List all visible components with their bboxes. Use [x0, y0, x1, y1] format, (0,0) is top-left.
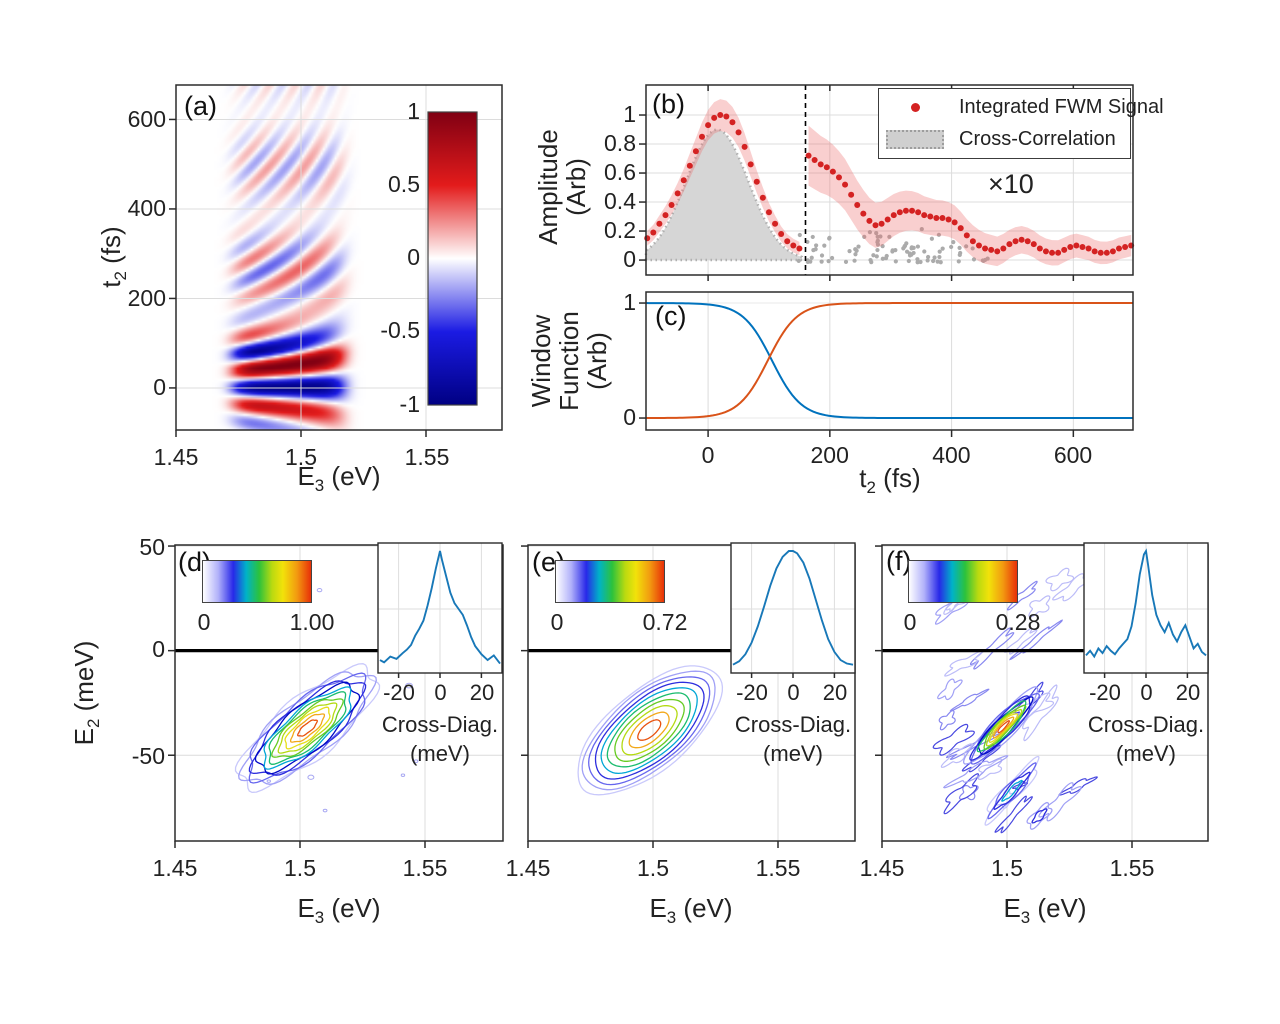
panel-f-colorbar — [908, 560, 1018, 603]
panel-a-label: (a) — [184, 91, 217, 121]
panel-c-yaxis-title: Window Function (Arb) — [526, 311, 612, 411]
tick-label: 400 — [932, 442, 971, 468]
tick-label: 0 — [197, 609, 211, 635]
tick-label: 0.4 — [604, 187, 636, 214]
tick-label: 20 — [1175, 680, 1201, 705]
tick-label: 0 — [1140, 680, 1153, 705]
panel-d-inset-caption-unit: (meV) — [410, 741, 470, 766]
tick-label: 0.28 — [995, 609, 1041, 635]
tick-label: 1.45 — [859, 855, 905, 881]
tick-label: 50 — [139, 533, 165, 560]
panel-c-label: (c) — [655, 301, 687, 331]
legend-item-cc: Cross-Correlation — [879, 124, 1130, 155]
tick-label: 1.5 — [285, 444, 317, 470]
legend: Integrated FWM Signal Cross-Correlation — [878, 88, 1164, 159]
tick-label: 1.55 — [404, 444, 450, 470]
legend-item-label: Integrated FWM Signal — [959, 96, 1164, 118]
tick-label: 600 — [127, 105, 166, 132]
tick-label: 0 — [903, 609, 917, 635]
tick-label: 200 — [810, 442, 849, 468]
tick-label: 0 — [434, 680, 447, 705]
tick-label: 1.45 — [152, 855, 198, 881]
tick-label: 0 — [550, 609, 564, 635]
tick-label: 1.5 — [637, 855, 669, 881]
panel-d-colorbar — [202, 560, 312, 603]
tick-label: 1.5 — [991, 855, 1023, 881]
tick-label: 1.55 — [755, 855, 801, 881]
tick-label: 0.5 — [388, 170, 420, 197]
tick-label: 1.45 — [505, 855, 551, 881]
tick-label: -20 — [1089, 680, 1121, 705]
tick-label: 1 — [407, 97, 420, 124]
panel-e-colorbar — [555, 560, 665, 603]
tick-label: -50 — [131, 742, 165, 769]
panel-e-xaxis-title: E3 (eV) — [649, 893, 733, 928]
panel-e-inset-caption: Cross-Diag. — [734, 712, 852, 737]
tick-label: 1 — [623, 288, 636, 315]
panel-c-xaxis-title: t2 (fs) — [859, 463, 921, 498]
tick-label: 400 — [127, 194, 166, 221]
tick-label: -20 — [383, 680, 415, 705]
tick-label: 0 — [153, 373, 166, 400]
panel-d-inset-caption: Cross-Diag. — [381, 712, 499, 737]
panel-f-xaxis-title: E3 (eV) — [1003, 893, 1087, 928]
tick-label: 0 — [623, 245, 636, 272]
panel-f-label: (f) — [886, 546, 912, 576]
tick-label: 1.5 — [284, 855, 316, 881]
tick-label: 0.72 — [642, 609, 688, 635]
tick-label: 0.6 — [604, 158, 636, 185]
tick-label: 0.8 — [604, 129, 636, 156]
legend-patch-marker — [879, 130, 951, 149]
tick-label: 1.45 — [153, 444, 199, 470]
panel-d-yaxis-title: E2 (meV) — [68, 640, 104, 746]
legend-dot-marker — [879, 103, 951, 112]
tick-label: -0.5 — [380, 316, 420, 343]
tick-label: 1.00 — [289, 609, 335, 635]
tick-label: -20 — [736, 680, 768, 705]
panel-a-xaxis-title: E3 (eV) — [297, 461, 381, 496]
panel-b-label: (b) — [652, 89, 685, 119]
panel-d-xaxis-title: E3 (eV) — [297, 893, 381, 928]
panel-f-inset-caption-unit: (meV) — [1116, 741, 1176, 766]
tick-label: 0 — [407, 243, 420, 270]
tick-label: 1.55 — [1109, 855, 1155, 881]
times-ten-annotation: ×10 — [988, 169, 1034, 199]
tick-label: 0 — [787, 680, 800, 705]
tick-label: 1 — [623, 100, 636, 127]
legend-item-fwm: Integrated FWM Signal — [879, 92, 1164, 123]
tick-label: 0 — [701, 442, 715, 468]
panel-e-inset-caption-unit: (meV) — [763, 741, 823, 766]
tick-label: 0.2 — [604, 216, 636, 243]
panel-f-inset-caption: Cross-Diag. — [1087, 712, 1205, 737]
legend-item-label: Cross-Correlation — [959, 128, 1116, 150]
tick-label: 0 — [152, 635, 165, 662]
tick-label: 0 — [623, 403, 636, 430]
tick-label: -1 — [399, 390, 420, 417]
tick-label: 20 — [469, 680, 495, 705]
tick-label: 200 — [127, 284, 166, 311]
tick-label: 20 — [822, 680, 848, 705]
tick-label: 600 — [1053, 442, 1093, 468]
tick-label: 1.55 — [402, 855, 448, 881]
